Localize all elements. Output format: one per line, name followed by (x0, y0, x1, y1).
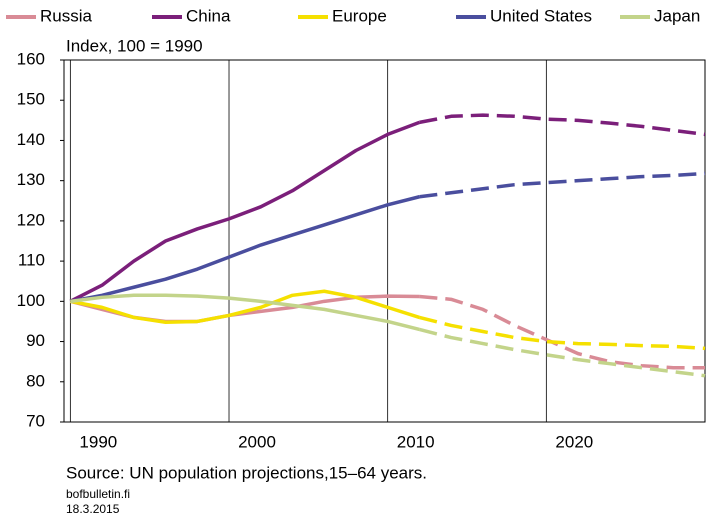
y-tick-label: 100 (17, 291, 45, 310)
y-tick-label: 150 (17, 90, 45, 109)
line-projection (418, 315, 706, 351)
line-series (69, 120, 421, 303)
line-series (70, 195, 420, 304)
legend-label: Japan (654, 6, 700, 25)
y-tick-label: 130 (17, 170, 45, 189)
y-tick-label: 140 (17, 130, 45, 149)
y-tick-label: 90 (26, 331, 45, 350)
date: 18.3.2015 (66, 502, 120, 516)
y-tick-label: 120 (17, 210, 45, 229)
line-projection (419, 113, 706, 137)
line-projection (419, 171, 706, 199)
legend-label: Russia (40, 6, 93, 25)
line-series (70, 293, 420, 332)
x-tick-label: 2020 (555, 432, 593, 451)
plot-frame (63, 59, 706, 423)
source: Source: UN population projections,15–64 … (66, 463, 427, 482)
line-projection (419, 294, 705, 370)
x-tick-label: 2010 (397, 432, 435, 451)
y-tick-label: 70 (26, 411, 45, 430)
x-tick-label: 2000 (238, 432, 276, 451)
axis-label: Index, 100 = 1990 (66, 36, 203, 55)
x-tick-label: 1990 (79, 432, 117, 451)
legend-label: Europe (332, 6, 387, 25)
y-tick-label: 80 (26, 371, 45, 390)
y-tick-label: 160 (17, 49, 45, 68)
line-series (70, 289, 420, 324)
legend-label: China (186, 6, 231, 25)
line-projection (418, 327, 706, 378)
site: bofbulletin.fi (66, 487, 130, 501)
y-tick-label: 110 (18, 251, 45, 270)
legend-label: United States (490, 6, 592, 25)
